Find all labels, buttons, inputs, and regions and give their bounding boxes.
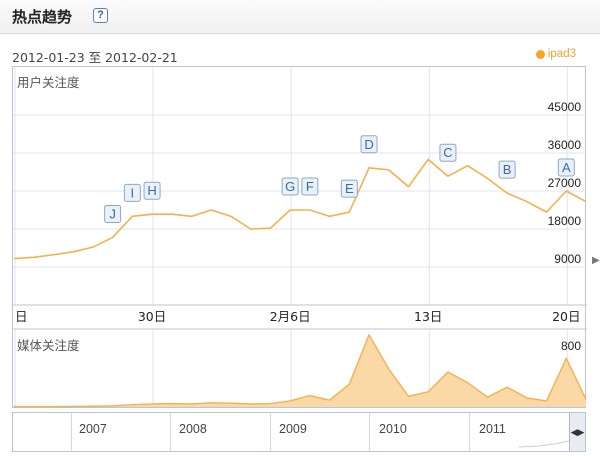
event-flag-label: C <box>443 145 452 160</box>
event-flag <box>281 177 299 196</box>
x-tick-label: 30日 <box>138 309 166 324</box>
timeline-year: 2009 <box>279 422 307 436</box>
event-flag-label: J <box>109 206 116 221</box>
timeline-separator <box>369 413 370 451</box>
x-tick-label: 2月6日 <box>270 309 311 324</box>
event-flag <box>104 204 122 223</box>
event-flag-label: H <box>147 183 156 198</box>
x-tick-label: 日 <box>15 309 28 324</box>
event-flag-label: A <box>562 160 571 175</box>
event-flag-label: G <box>285 179 295 194</box>
expand-right-icon[interactable]: ▶ <box>592 255 600 266</box>
timeline-separator <box>469 413 470 451</box>
y-tick-label: 18000 <box>548 214 582 228</box>
event-flag-label: B <box>503 162 512 177</box>
event-flag <box>340 179 358 198</box>
legend-dot-icon <box>535 49 545 59</box>
y-tick-label: 45000 <box>548 100 582 114</box>
timeline-year: 2011 <box>479 422 506 436</box>
y-tick-label: 27000 <box>548 176 582 190</box>
legend-label: ipad3 <box>547 48 576 60</box>
media-attention-line <box>14 334 587 408</box>
trend-chart: 9000 18000 27000 36000 45000 日 30日 2月6日 13日 20日 JI… <box>13 67 587 408</box>
timeline-year: 2010 <box>379 422 407 436</box>
user-panel-label: 用户关注度 <box>17 75 80 90</box>
event-flag <box>123 183 141 202</box>
timeline-sparkline <box>518 440 569 448</box>
x-tick-label: 13日 <box>414 309 442 324</box>
timeline-separator <box>71 413 72 451</box>
y-tick-label: 9000 <box>554 252 581 266</box>
timeline-separator <box>170 413 171 451</box>
x-tick-label: 20日 <box>552 309 580 324</box>
date-range: 2012-01-23 至 2012-02-21 <box>12 50 178 65</box>
event-flag <box>360 135 378 154</box>
header-bar: 热点趋势 ? <box>0 0 600 34</box>
timeline-year: 2007 <box>79 422 107 436</box>
timeline-year: 2008 <box>179 422 207 436</box>
range-handle-icon[interactable]: ◀▶ <box>569 413 585 451</box>
event-flag <box>143 181 161 200</box>
event-flag <box>498 160 516 179</box>
question-mark-icon[interactable]: ? <box>93 8 108 23</box>
page-title: 热点趋势 <box>12 8 73 26</box>
event-flag-label: F <box>306 179 314 194</box>
timeline-navigator[interactable]: 2007 2008 2009 2010 2011 ◀▶ <box>12 412 586 452</box>
event-flag <box>439 143 457 162</box>
event-flag-label: I <box>131 185 135 200</box>
user-attention-line <box>13 158 587 260</box>
y-tick-label: 800 <box>561 339 581 353</box>
media-panel-label: 媒体关注度 <box>17 338 80 353</box>
legend-ipad3[interactable]: ipad3 <box>535 48 576 60</box>
chart-frame: 9000 18000 27000 36000 45000 日 30日 2月6日 13日 20日 J I… <box>12 66 587 408</box>
y-tick-label: 36000 <box>548 138 582 152</box>
event-flag-label: E <box>345 181 354 196</box>
event-flag <box>557 158 575 177</box>
event-flag <box>301 177 319 196</box>
event-flag-label: D <box>364 137 373 152</box>
media-attention-area <box>14 334 586 407</box>
timeline-separator <box>270 413 271 451</box>
